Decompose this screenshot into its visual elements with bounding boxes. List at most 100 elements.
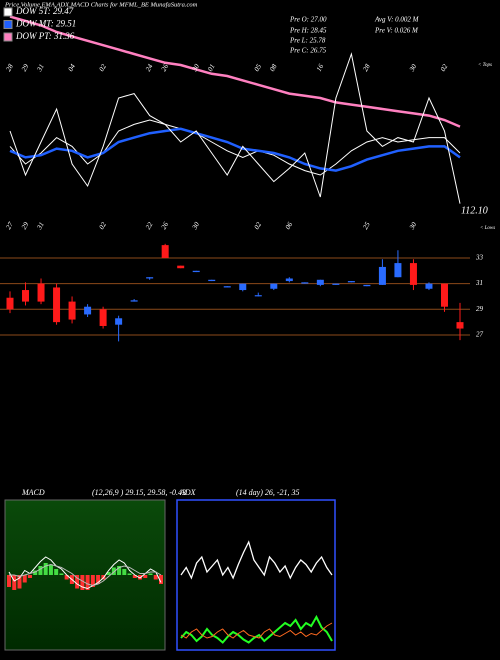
macd-histogram-bar xyxy=(122,569,127,575)
macd-histogram-bar xyxy=(153,575,158,580)
macd-histogram-bar xyxy=(85,575,90,590)
annotation: < Lows xyxy=(480,226,495,231)
x-tick-label: 22 xyxy=(144,220,155,230)
adx-subtitle: (14 day) 26, -21, 35 xyxy=(236,488,300,497)
annotation: Pre C: 26.75 xyxy=(289,47,327,55)
x-tick-label: 26 xyxy=(160,220,171,230)
macd-histogram-bar xyxy=(64,575,69,580)
annotation: < Tops xyxy=(478,63,492,68)
annotation: 112.10 xyxy=(461,205,488,216)
candle-body xyxy=(270,283,278,289)
x-tick-label: 30 xyxy=(407,220,418,231)
series-line xyxy=(9,127,461,172)
annotation: Avg V: 0.002 M xyxy=(374,16,420,24)
macd-subtitle: (12,26,9 ) 29.15, 29.58, -0.43 xyxy=(92,488,186,497)
macd-histogram-bar xyxy=(148,573,153,575)
candle-body xyxy=(192,270,200,273)
candle-body xyxy=(440,283,448,307)
macd-histogram-bar xyxy=(7,575,11,587)
candle-body xyxy=(301,282,309,284)
annotation: Pre V: 0.026 M xyxy=(374,27,419,35)
macd-histogram-bar xyxy=(111,567,116,575)
candle-body xyxy=(84,306,92,315)
x-tick-label: 01 xyxy=(206,63,216,73)
candle-body xyxy=(332,283,340,285)
x-tick-label: 30 xyxy=(407,62,418,73)
candle-body xyxy=(208,279,216,282)
macd-histogram-bar xyxy=(43,563,48,575)
legend-label: DOW 5T: 29.47 xyxy=(15,6,74,16)
x-tick-label: 16 xyxy=(315,62,326,72)
macd-histogram-bar xyxy=(132,575,137,578)
candle-body xyxy=(347,281,355,283)
candle-body xyxy=(99,309,107,326)
annotation: Pre O: 27.00 xyxy=(289,16,327,24)
x-tick-label: 28 xyxy=(4,62,15,72)
candle-body xyxy=(223,286,231,288)
macd-histogram-bar xyxy=(22,575,27,583)
legend-label: DOW MT: 29.51 xyxy=(15,19,76,29)
y-tick-label: 31 xyxy=(475,279,483,287)
series-line xyxy=(180,614,333,644)
x-tick-label: 26 xyxy=(160,62,171,72)
candle-body xyxy=(22,290,30,302)
x-tick-label: 28 xyxy=(361,62,372,72)
legend-swatch xyxy=(3,20,13,29)
x-tick-label: 27 xyxy=(4,220,15,230)
candle-body xyxy=(146,277,154,279)
x-tick-label: 29 xyxy=(20,220,31,230)
x-tick-label: 29 xyxy=(20,62,31,72)
macd-histogram-bar xyxy=(106,572,111,575)
candle-body xyxy=(6,297,14,310)
candle-body xyxy=(254,295,262,297)
macd-histogram-bar xyxy=(138,575,143,580)
candle-body xyxy=(409,263,417,285)
macd-histogram-bar xyxy=(80,575,85,590)
macd-histogram-bar xyxy=(127,573,132,575)
legend-swatch xyxy=(3,32,13,42)
x-tick-label: 02 xyxy=(98,220,109,230)
x-tick-label: 02 xyxy=(253,220,264,230)
macd-histogram-bar xyxy=(54,569,59,575)
candle-body xyxy=(425,283,433,289)
macd-histogram-bar xyxy=(159,575,163,584)
x-tick-label: 24 xyxy=(144,62,155,72)
candle-body xyxy=(68,301,76,320)
candle-body xyxy=(177,265,185,269)
candle-body xyxy=(285,278,293,282)
macd-title: MACD xyxy=(21,488,45,497)
x-tick-label: 05 xyxy=(253,62,264,72)
macd-histogram-bar xyxy=(75,575,80,589)
adx-title: ADX xyxy=(179,488,197,497)
candle-body xyxy=(115,318,123,325)
candle-body xyxy=(316,279,324,285)
macd-line xyxy=(9,563,162,587)
x-tick-label: 08 xyxy=(268,62,279,72)
candle-body xyxy=(130,300,138,302)
x-tick-label: 30 xyxy=(190,62,201,73)
macd-histogram-bar xyxy=(90,575,95,587)
x-tick-label: 31 xyxy=(35,221,46,232)
adx-panel xyxy=(176,499,336,651)
candle-body xyxy=(394,263,402,278)
candle-body xyxy=(53,287,61,323)
y-tick-label: 33 xyxy=(475,254,484,262)
series-line xyxy=(9,119,461,176)
candle-body xyxy=(378,266,386,285)
legend-label: DOW PT: 31.36 xyxy=(15,31,75,41)
annotation: Pre H: 28.45 xyxy=(289,27,327,35)
series-line xyxy=(9,15,461,128)
x-tick-label: 25 xyxy=(361,220,372,230)
macd-histogram-bar xyxy=(59,573,64,575)
macd-histogram-bar xyxy=(96,575,101,584)
macd-histogram-bar xyxy=(33,570,38,575)
x-tick-label: 30 xyxy=(190,220,201,231)
y-tick-label: 27 xyxy=(476,331,484,339)
chart-title: Price,Volume,EMA,ADX,MACD Charts for MFM… xyxy=(4,1,198,8)
x-tick-label: 02 xyxy=(439,62,450,72)
series-line xyxy=(9,52,461,204)
macd-histogram-bar xyxy=(117,566,122,575)
macd-histogram-bar xyxy=(27,575,32,578)
macd-histogram-bar xyxy=(12,575,17,590)
